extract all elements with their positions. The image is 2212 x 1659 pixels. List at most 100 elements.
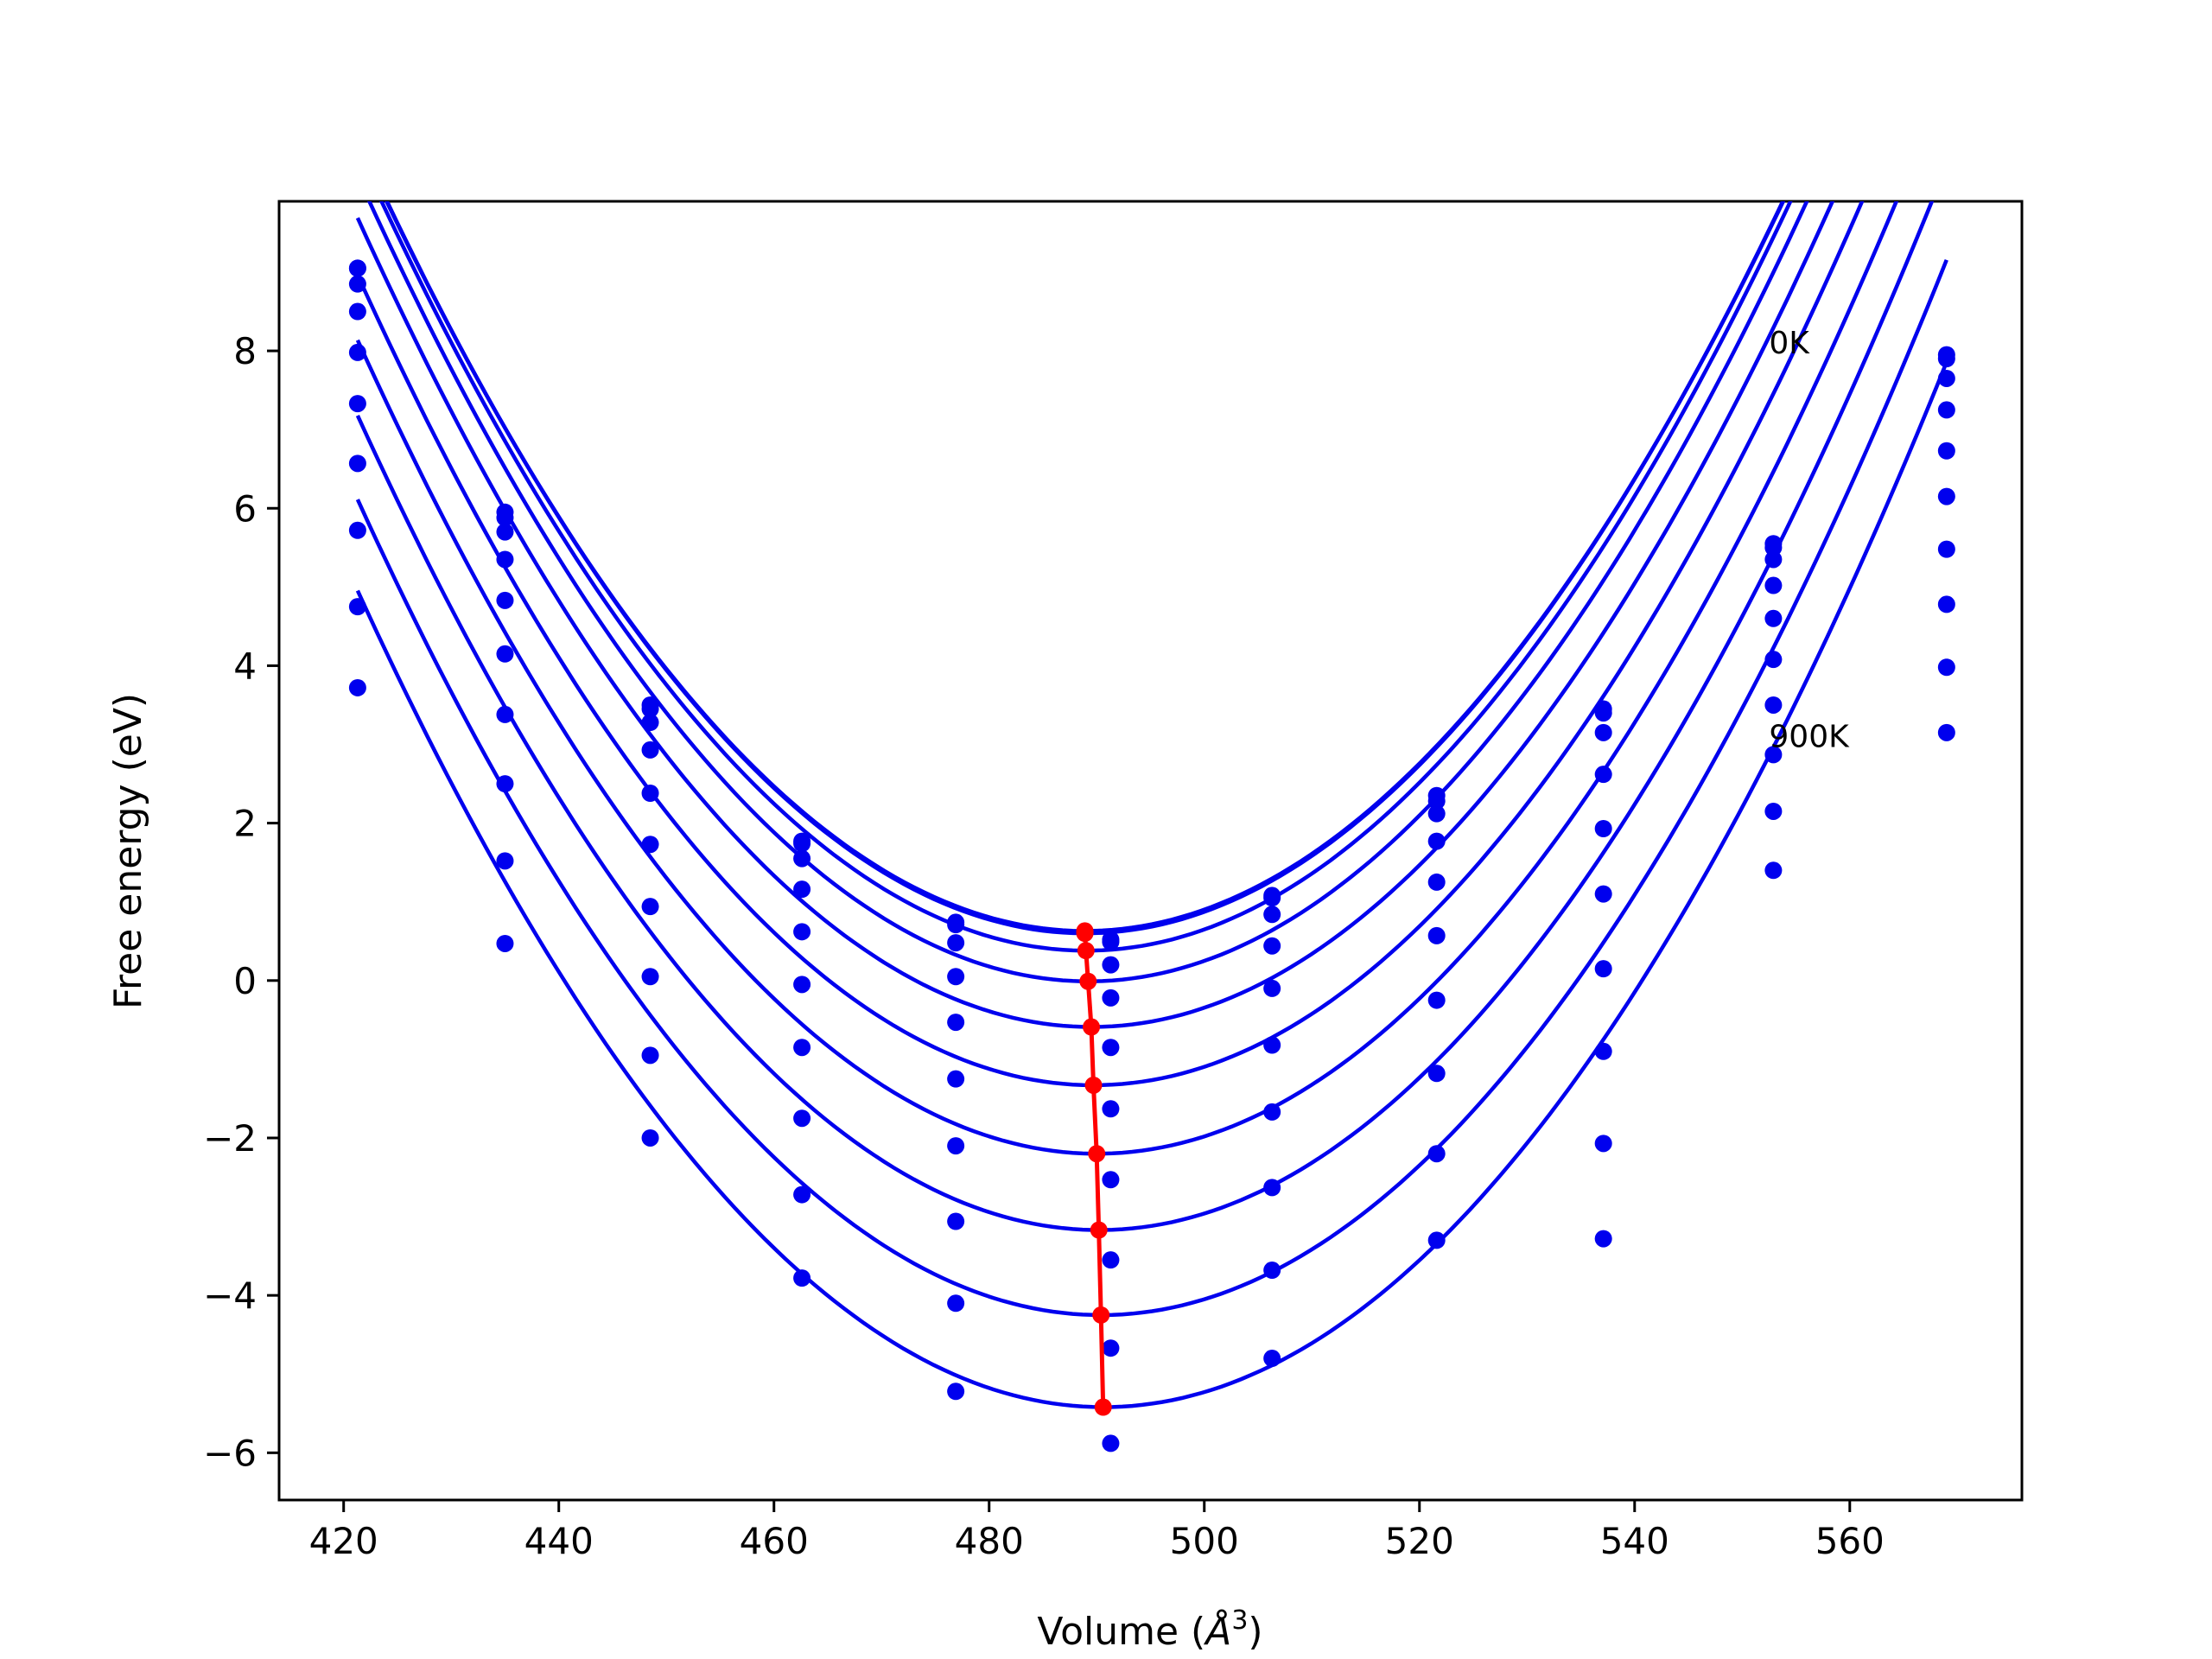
data-point <box>496 775 514 793</box>
data-point <box>1263 979 1281 997</box>
data-point <box>1937 540 1955 558</box>
data-point <box>793 1185 811 1204</box>
data-point <box>1263 1350 1281 1368</box>
data-point <box>793 1109 811 1128</box>
data-point <box>1102 1251 1120 1269</box>
temperature-annotation: 900K <box>1769 719 1850 754</box>
y-tick-label: 0 <box>233 960 257 1002</box>
data-point <box>1427 991 1446 1009</box>
data-point <box>1427 873 1446 891</box>
data-point <box>1427 792 1446 810</box>
data-point <box>793 923 811 941</box>
y-tick-label: 8 <box>233 330 257 372</box>
data-point <box>348 343 366 361</box>
minima-connector <box>1083 931 1106 1408</box>
data-point <box>1764 538 1783 556</box>
fit-curve <box>355 258 1948 1318</box>
data-point <box>1427 1145 1446 1163</box>
data-point <box>1427 1065 1446 1083</box>
data-point <box>1594 1042 1612 1060</box>
data-point <box>793 976 811 994</box>
data-point <box>348 678 366 696</box>
fit-curve <box>355 201 1899 1156</box>
data-point <box>641 741 659 759</box>
x-tick-label: 440 <box>524 1520 594 1562</box>
data-point <box>947 1137 965 1155</box>
fit-curve <box>379 201 1793 953</box>
x-tick-label: 520 <box>1385 1520 1454 1562</box>
data-point <box>1263 1262 1281 1280</box>
data-point <box>1102 1339 1120 1357</box>
data-point <box>947 1212 965 1230</box>
data-point <box>1937 350 1955 368</box>
data-point <box>496 852 514 870</box>
data-point <box>496 645 514 663</box>
data-point <box>1594 885 1612 903</box>
y-tick-label: 6 <box>233 487 257 530</box>
data-point <box>1427 926 1446 944</box>
fit-curve <box>355 201 1935 1232</box>
minimum-point <box>1094 1398 1112 1416</box>
data-point <box>1594 723 1612 741</box>
data-point <box>348 395 366 413</box>
data-point <box>1594 1230 1612 1248</box>
data-point <box>348 521 366 539</box>
data-point <box>1937 401 1955 419</box>
y-tick-label: −6 <box>203 1432 257 1474</box>
data-point <box>641 785 659 803</box>
minimum-point <box>1088 1145 1106 1163</box>
data-point <box>1764 609 1783 627</box>
data-point <box>793 880 811 899</box>
y-tick-label: 4 <box>233 645 257 687</box>
data-point <box>793 1039 811 1057</box>
data-point <box>1764 576 1783 594</box>
y-tick-label: −4 <box>203 1274 257 1317</box>
fit-curve <box>385 201 1785 936</box>
data-point <box>1764 861 1783 880</box>
data-point <box>1102 1039 1120 1057</box>
data-point <box>496 509 514 527</box>
x-tick-label: 480 <box>955 1520 1024 1562</box>
data-point <box>1937 658 1955 677</box>
y-tick-label: −2 <box>203 1117 257 1160</box>
minimum-point <box>1076 925 1094 943</box>
fit-curve <box>355 201 1835 1029</box>
data-point <box>1764 550 1783 569</box>
plot-area-frame <box>277 200 2024 1502</box>
minimum-point <box>1083 1018 1101 1036</box>
data-point <box>1263 937 1281 955</box>
data-point <box>348 302 366 321</box>
data-points <box>348 259 1955 1452</box>
data-point <box>1102 956 1120 974</box>
data-point <box>348 275 366 293</box>
x-axis-label: Volume (Å3) <box>1037 1605 1262 1654</box>
data-point <box>947 934 965 952</box>
data-point <box>496 934 514 952</box>
data-point <box>1427 1231 1446 1249</box>
x-tick-label: 420 <box>309 1520 378 1562</box>
minimum-point <box>1092 1306 1110 1324</box>
data-point <box>1764 746 1783 764</box>
y-axis-ticks: −6 −4 −2 0 2 4 6 8 <box>203 330 279 1474</box>
data-point <box>348 454 366 473</box>
data-point <box>1594 819 1612 837</box>
data-point <box>1764 696 1783 714</box>
data-point <box>1764 651 1783 669</box>
data-point <box>496 550 514 569</box>
minimum-point <box>1079 972 1097 990</box>
x-tick-label: 500 <box>1170 1520 1239 1562</box>
data-point <box>1102 1171 1120 1189</box>
data-point <box>641 898 659 916</box>
data-point <box>1427 832 1446 850</box>
x-tick-label: 560 <box>1815 1520 1885 1562</box>
data-point <box>793 849 811 868</box>
fit-curve <box>366 201 1809 983</box>
data-point <box>348 259 366 277</box>
data-point <box>1263 889 1281 907</box>
data-point <box>641 1046 659 1065</box>
data-point <box>1937 442 1955 460</box>
data-point <box>793 835 811 853</box>
data-point <box>1427 804 1446 823</box>
minima-line <box>1076 922 1112 1416</box>
